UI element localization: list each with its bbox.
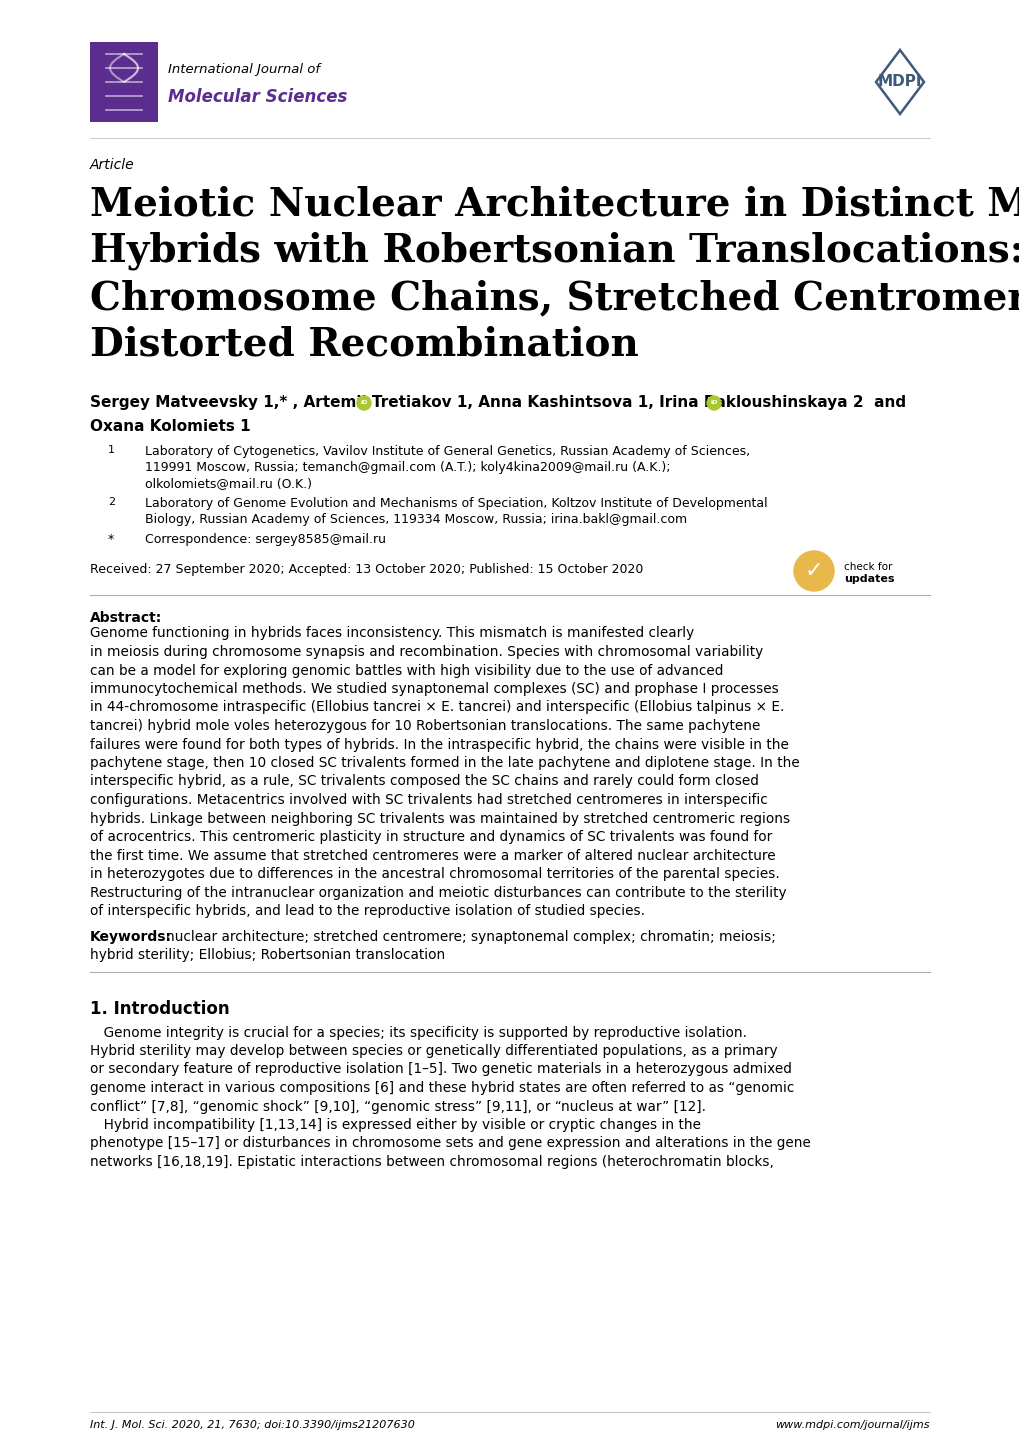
- Text: ✓: ✓: [804, 561, 822, 581]
- Text: updates: updates: [843, 574, 894, 584]
- Text: interspecific hybrid, as a rule, SC trivalents composed the SC chains and rarely: interspecific hybrid, as a rule, SC triv…: [90, 774, 758, 789]
- Text: Sergey Matveevsky 1,* , Artemii Tretiakov 1, Anna Kashintsova 1, Irina Bakloushi: Sergey Matveevsky 1,* , Artemii Tretiako…: [90, 395, 905, 410]
- Text: conflict” [7,8], “genomic shock” [9,10], “genomic stress” [9,11], or “nucleus at: conflict” [7,8], “genomic shock” [9,10],…: [90, 1099, 705, 1113]
- Text: 1. Introduction: 1. Introduction: [90, 999, 229, 1018]
- Text: of interspecific hybrids, and lead to the reproductive isolation of studied spec: of interspecific hybrids, and lead to th…: [90, 904, 644, 919]
- Text: Chromosome Chains, Stretched Centromeres, and: Chromosome Chains, Stretched Centromeres…: [90, 278, 1019, 317]
- Text: immunocytochemical methods. We studied synaptonemal complexes (SC) and prophase : immunocytochemical methods. We studied s…: [90, 682, 777, 696]
- Text: can be a model for exploring genomic battles with high visibility due to the use: can be a model for exploring genomic bat…: [90, 663, 722, 678]
- Text: in 44-chromosome intraspecific (Ellobius tancrei × E. tancrei) and interspecific: in 44-chromosome intraspecific (Ellobius…: [90, 701, 784, 714]
- Text: tancrei) hybrid mole voles heterozygous for 10 Robertsonian translocations. The : tancrei) hybrid mole voles heterozygous …: [90, 720, 759, 733]
- Text: *: *: [108, 534, 114, 547]
- Text: phenotype [15–17] or disturbances in chromosome sets and gene expression and alt: phenotype [15–17] or disturbances in chr…: [90, 1136, 810, 1151]
- Text: MDPI: MDPI: [877, 75, 921, 89]
- Text: Oxana Kolomiets 1: Oxana Kolomiets 1: [90, 420, 251, 434]
- Text: Biology, Russian Academy of Sciences, 119334 Moscow, Russia; irina.bakl@gmail.co: Biology, Russian Academy of Sciences, 11…: [145, 513, 687, 526]
- Text: Laboratory of Cytogenetics, Vavilov Institute of General Genetics, Russian Acade: Laboratory of Cytogenetics, Vavilov Inst…: [145, 446, 749, 459]
- Text: nuclear architecture; stretched centromere; synaptonemal complex; chromatin; mei: nuclear architecture; stretched centrome…: [166, 930, 775, 943]
- Text: in meiosis during chromosome synapsis and recombination. Species with chromosoma: in meiosis during chromosome synapsis an…: [90, 645, 762, 659]
- Text: of acrocentrics. This centromeric plasticity in structure and dynamics of SC tri: of acrocentrics. This centromeric plasti…: [90, 831, 771, 844]
- Circle shape: [357, 397, 371, 410]
- Circle shape: [793, 551, 834, 591]
- Text: Hybrid incompatibility [1,13,14] is expressed either by visible or cryptic chang: Hybrid incompatibility [1,13,14] is expr…: [90, 1118, 700, 1132]
- Text: Molecular Sciences: Molecular Sciences: [168, 88, 347, 107]
- Text: check for: check for: [843, 562, 892, 572]
- Text: International Journal of: International Journal of: [168, 63, 320, 76]
- Text: hybrids. Linkage between neighboring SC trivalents was maintained by stretched c: hybrids. Linkage between neighboring SC …: [90, 812, 790, 825]
- Text: Int. J. Mol. Sci. 2020, 21, 7630; doi:10.3390/ijms21207630: Int. J. Mol. Sci. 2020, 21, 7630; doi:10…: [90, 1420, 415, 1430]
- Text: Distorted Recombination: Distorted Recombination: [90, 326, 638, 363]
- Text: Restructuring of the intranuclear organization and meiotic disturbances can cont: Restructuring of the intranuclear organi…: [90, 885, 786, 900]
- Text: 119991 Moscow, Russia; temanch@gmail.com (A.T.); koly4kina2009@mail.ru (A.K.);: 119991 Moscow, Russia; temanch@gmail.com…: [145, 461, 669, 474]
- Text: networks [16,18,19]. Epistatic interactions between chromosomal regions (heteroc: networks [16,18,19]. Epistatic interacti…: [90, 1155, 773, 1169]
- Text: 1: 1: [108, 446, 115, 456]
- Text: Correspondence: sergey8585@mail.ru: Correspondence: sergey8585@mail.ru: [145, 534, 385, 547]
- Text: 2: 2: [108, 497, 115, 508]
- Text: Laboratory of Genome Evolution and Mechanisms of Speciation, Koltzov Institute o: Laboratory of Genome Evolution and Mecha…: [145, 497, 767, 510]
- Text: Hybrids with Robertsonian Translocations:: Hybrids with Robertsonian Translocations…: [90, 232, 1019, 271]
- Text: Keywords:: Keywords:: [90, 930, 172, 943]
- Text: configurations. Metacentrics involved with SC trivalents had stretched centromer: configurations. Metacentrics involved wi…: [90, 793, 767, 808]
- Text: iD: iD: [360, 401, 367, 405]
- Text: www.mdpi.com/journal/ijms: www.mdpi.com/journal/ijms: [774, 1420, 929, 1430]
- Text: or secondary feature of reproductive isolation [1–5]. Two genetic materials in a: or secondary feature of reproductive iso…: [90, 1063, 791, 1077]
- Text: Genome functioning in hybrids faces inconsistency. This mismatch is manifested c: Genome functioning in hybrids faces inco…: [90, 626, 694, 640]
- Text: olkolomiets@mail.ru (O.K.): olkolomiets@mail.ru (O.K.): [145, 477, 312, 490]
- Text: pachytene stage, then 10 closed SC trivalents formed in the late pachytene and d: pachytene stage, then 10 closed SC triva…: [90, 756, 799, 770]
- Text: failures were found for both types of hybrids. In the intraspecific hybrid, the : failures were found for both types of hy…: [90, 737, 788, 751]
- Text: Meiotic Nuclear Architecture in Distinct Mole Vole: Meiotic Nuclear Architecture in Distinct…: [90, 185, 1019, 224]
- Text: Received: 27 September 2020; Accepted: 13 October 2020; Published: 15 October 20: Received: 27 September 2020; Accepted: 1…: [90, 562, 643, 575]
- Text: genome interact in various compositions [6] and these hybrid states are often re: genome interact in various compositions …: [90, 1082, 794, 1094]
- Text: in heterozygotes due to differences in the ancestral chromosomal territories of : in heterozygotes due to differences in t…: [90, 867, 779, 881]
- Text: Abstract:: Abstract:: [90, 611, 162, 624]
- Text: Hybrid sterility may develop between species or genetically differentiated popul: Hybrid sterility may develop between spe…: [90, 1044, 776, 1058]
- Bar: [90, 42, 158, 123]
- Text: Article: Article: [90, 159, 135, 172]
- Text: Genome integrity is crucial for a species; its specificity is supported by repro: Genome integrity is crucial for a specie…: [90, 1025, 746, 1040]
- Text: iD: iD: [709, 401, 717, 405]
- Text: hybrid sterility; Ellobius; Robertsonian translocation: hybrid sterility; Ellobius; Robertsonian…: [90, 947, 445, 962]
- Circle shape: [706, 397, 720, 410]
- Text: the first time. We assume that stretched centromeres were a marker of altered nu: the first time. We assume that stretched…: [90, 848, 774, 862]
